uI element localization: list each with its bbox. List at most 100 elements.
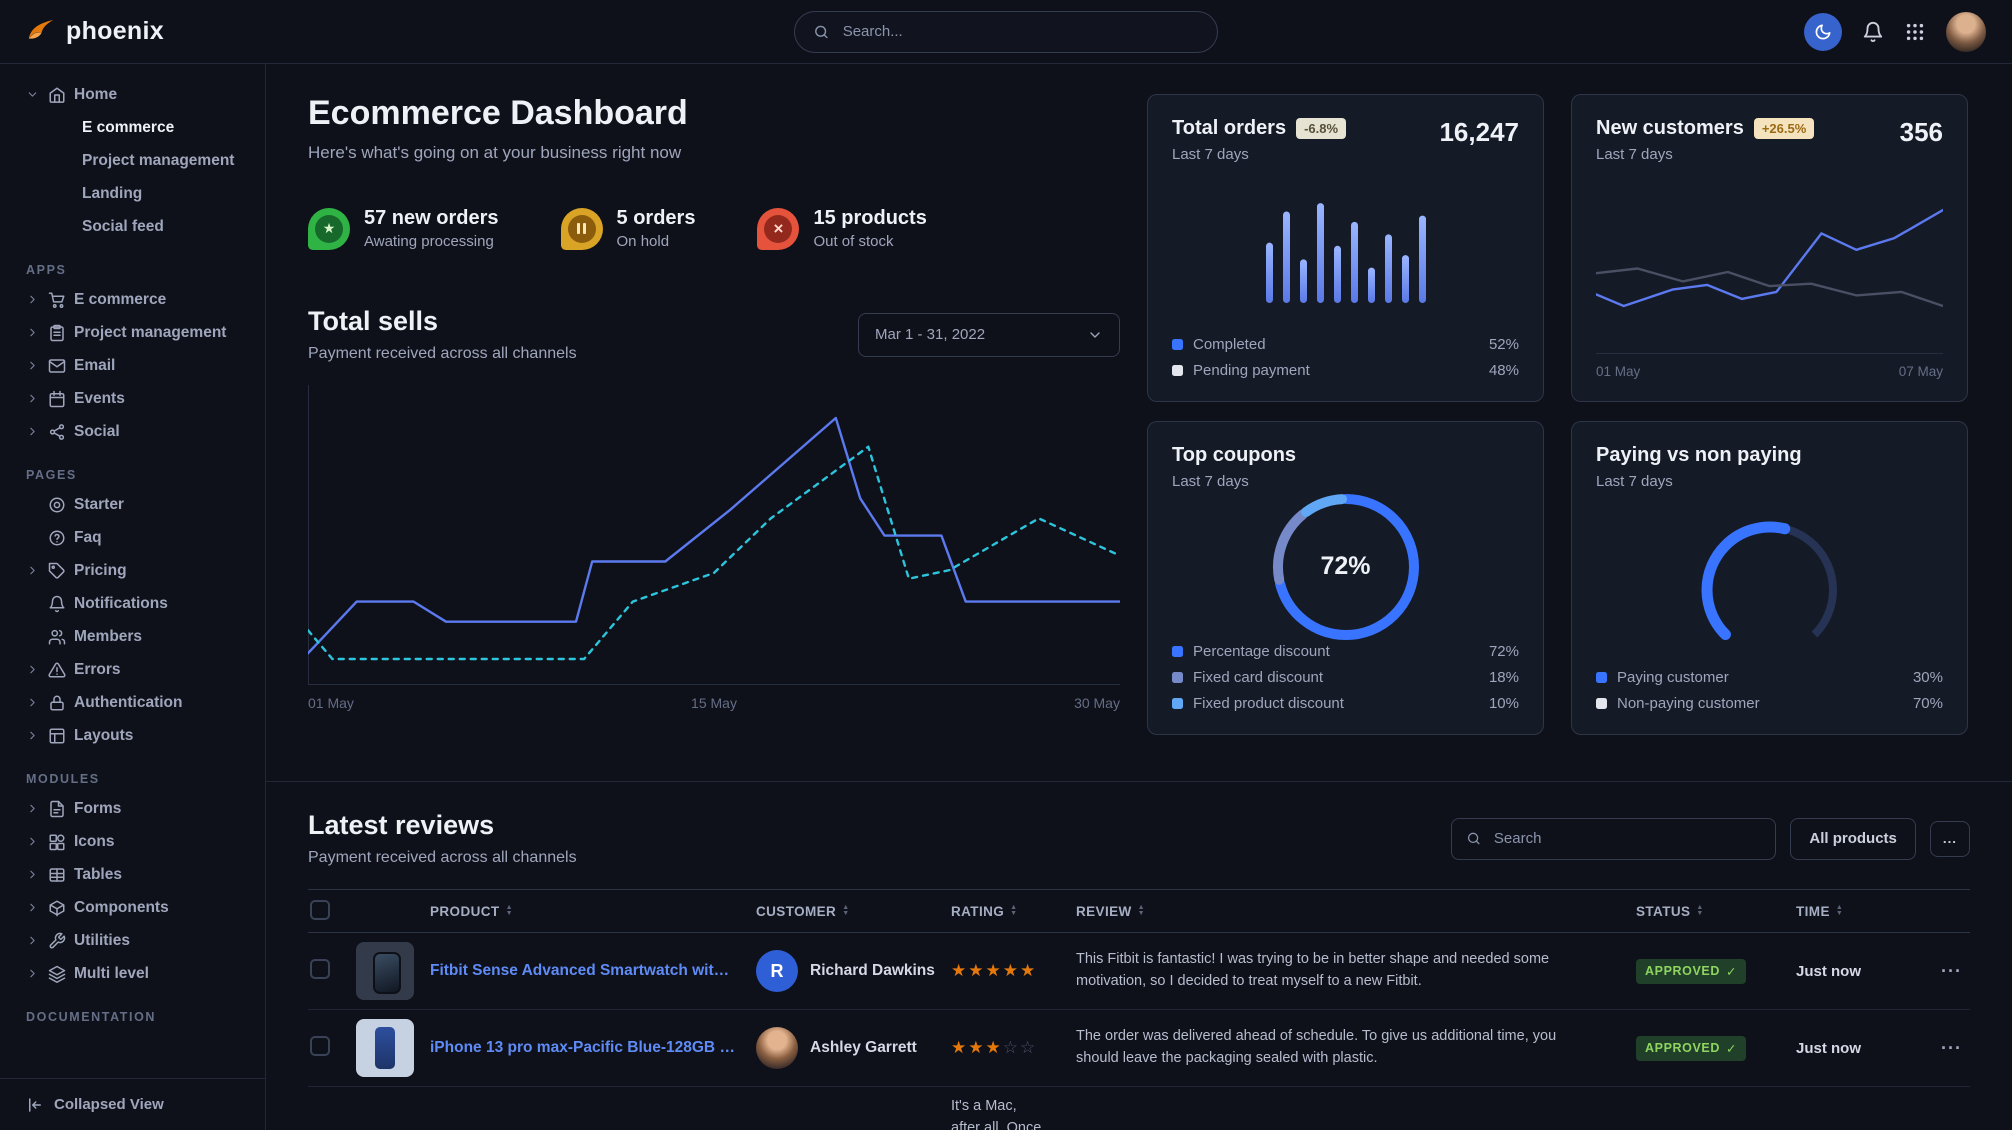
status-badge: APPROVED ✓ bbox=[1636, 1035, 1747, 1061]
sidebar-item-app-project-management[interactable]: Project management bbox=[0, 316, 265, 349]
table-row[interactable]: Fitbit Sense Advanced Smartwatch with To… bbox=[308, 933, 1970, 1010]
sidebar-item-layouts[interactable]: Layouts bbox=[0, 719, 265, 752]
notifications-button[interactable] bbox=[1862, 21, 1884, 43]
apps-menu-button[interactable] bbox=[1904, 21, 1926, 43]
sidebar-section-apps: APPS bbox=[26, 263, 67, 277]
chevron-right-icon bbox=[26, 564, 40, 577]
sidebar-item-icons[interactable]: Icons bbox=[0, 825, 265, 858]
chevron-right-icon bbox=[26, 696, 40, 709]
product-image-fitbit bbox=[356, 942, 414, 1000]
review-time: Just now bbox=[1796, 962, 1862, 980]
chevron-right-icon bbox=[26, 359, 40, 372]
new-customers-card: New customers +26.5% Last 7 days 356 01 … bbox=[1571, 94, 1968, 402]
column-header-status[interactable]: STATUS ▲ ▼ bbox=[1636, 903, 1704, 919]
table-row[interactable]: iPhone 13 pro max-Pacific Blue-128GB sto… bbox=[308, 1010, 1970, 1087]
sort-icon: ▲ ▼ bbox=[1137, 904, 1145, 917]
rating-stars: ★★★★★ bbox=[951, 961, 1038, 980]
row-checkbox[interactable] bbox=[310, 958, 330, 979]
latest-reviews-title: Latest reviews bbox=[308, 810, 495, 840]
users-icon bbox=[48, 628, 66, 646]
table-row[interactable]: It's a Mac, after all. Once you've gone … bbox=[308, 1087, 1970, 1130]
date-range-select[interactable]: Mar 1 - 31, 2022 bbox=[858, 312, 1120, 357]
reviews-search-input[interactable] bbox=[1491, 829, 1762, 848]
sidebar-item-pricing[interactable]: Pricing bbox=[0, 554, 265, 587]
paying-vs-nonpaying-card: Paying vs non paying Last 7 days Paying … bbox=[1571, 421, 1968, 735]
sidebar-item-project-management-dashboard[interactable]: Project management bbox=[82, 151, 235, 169]
sidebar-item-starter[interactable]: Starter bbox=[0, 488, 265, 521]
more-options-button[interactable]: ... bbox=[1929, 820, 1970, 857]
reviews-search bbox=[1451, 817, 1777, 860]
sidebar-item-landing[interactable]: Landing bbox=[82, 184, 143, 202]
brand-name: phoenix bbox=[66, 17, 164, 45]
row-actions-button[interactable]: ··· bbox=[1941, 960, 1962, 981]
table-header-row: PRODUCT ▲ ▼ CUSTOMER ▲ ▼ RATING ▲ ▼ REVIEW ▲ ▼ S… bbox=[308, 889, 1970, 933]
sidebar-item-members[interactable]: Members bbox=[0, 620, 265, 653]
theme-toggle-button[interactable] bbox=[1804, 12, 1842, 51]
sort-icon: ▲ ▼ bbox=[1835, 904, 1844, 917]
cart-icon bbox=[48, 291, 66, 309]
brand-block[interactable]: phoenix bbox=[26, 17, 164, 47]
sidebar-item-utilities[interactable]: Utilities bbox=[0, 924, 265, 957]
bell-icon bbox=[1862, 21, 1884, 43]
sidebar-item-forms[interactable]: Forms bbox=[0, 792, 265, 825]
column-header-customer[interactable]: CUSTOMER ▲ ▼ bbox=[756, 903, 850, 919]
sidebar-item-social-feed[interactable]: Social feed bbox=[82, 217, 164, 235]
total-sells-section: Total sells Payment received across all … bbox=[308, 306, 1120, 711]
sort-icon: ▲ ▼ bbox=[1010, 904, 1018, 917]
column-header-time[interactable]: TIME ▲ ▼ bbox=[1796, 903, 1844, 919]
target-icon bbox=[48, 496, 66, 514]
sidebar-item-tables[interactable]: Tables bbox=[0, 858, 265, 891]
user-avatar[interactable] bbox=[1946, 11, 1986, 52]
stat-orders-on-hold: 5 orders On hold bbox=[560, 207, 695, 250]
bell-icon bbox=[48, 595, 66, 613]
sidebar-item-social[interactable]: Social bbox=[0, 415, 265, 448]
phoenix-logo-icon bbox=[28, 19, 54, 39]
product-image-iphone bbox=[356, 1019, 414, 1077]
select-all-checkbox[interactable] bbox=[310, 899, 330, 920]
pause-icon bbox=[560, 207, 603, 250]
column-header-product[interactable]: PRODUCT ▲ ▼ bbox=[430, 903, 513, 919]
sidebar: Home E commerce Project management Landi… bbox=[0, 64, 266, 1130]
sort-icon: ▲ ▼ bbox=[842, 904, 850, 917]
sidebar-item-email[interactable]: Email bbox=[0, 349, 265, 382]
sidebar-item-notifications[interactable]: Notifications bbox=[0, 587, 265, 620]
sidebar-item-faq[interactable]: Faq bbox=[0, 521, 265, 554]
sidebar-item-multi-level[interactable]: Multi level bbox=[0, 957, 265, 990]
sidebar-item-app-ecommerce[interactable]: E commerce bbox=[0, 283, 265, 316]
customer-name: Richard Dawkins bbox=[810, 962, 935, 979]
collapse-view-toggle[interactable]: Collapsed View bbox=[0, 1078, 265, 1130]
column-header-review[interactable]: REVIEW ▲ ▼ bbox=[1076, 903, 1145, 919]
global-search bbox=[794, 10, 1218, 53]
global-search-input[interactable] bbox=[840, 22, 1199, 41]
review-text: It's a Mac, after all. Once you've gone … bbox=[951, 1098, 1042, 1130]
mail-icon bbox=[48, 357, 66, 375]
donut-center-value: 72% bbox=[1320, 552, 1371, 580]
sidebar-nav: Home E commerce Project management Landi… bbox=[0, 78, 265, 1078]
sidebar-item-errors[interactable]: Errors bbox=[0, 653, 265, 686]
page-subtitle: Here's what's going on at your business … bbox=[308, 143, 682, 162]
total-orders-bar-chart bbox=[1265, 202, 1426, 303]
sidebar-item-authentication[interactable]: Authentication bbox=[0, 686, 265, 719]
row-actions-button[interactable]: ··· bbox=[1941, 1037, 1962, 1058]
total-orders-value: 16,247 bbox=[1439, 117, 1519, 147]
sidebar-item-ecommerce-dashboard[interactable]: E commerce bbox=[82, 118, 175, 136]
layers-icon bbox=[48, 965, 66, 983]
total-sells-chart bbox=[308, 385, 1120, 685]
section-divider bbox=[266, 781, 2012, 782]
total-sells-title: Total sells bbox=[308, 306, 439, 336]
reviews-toolbar: All products ... bbox=[1451, 817, 1970, 860]
clipboard-icon bbox=[48, 324, 66, 342]
product-link[interactable]: iPhone 13 pro max-Pacific Blue-128GB sto… bbox=[430, 1039, 736, 1056]
product-link[interactable]: Fitbit Sense Advanced Smartwatch with To… bbox=[430, 962, 736, 979]
column-header-rating[interactable]: RATING ▲ ▼ bbox=[951, 903, 1018, 919]
box-icon bbox=[48, 899, 66, 917]
sidebar-item-components[interactable]: Components bbox=[0, 891, 265, 924]
sidebar-item-events[interactable]: Events bbox=[0, 382, 265, 415]
sidebar-item-home[interactable]: Home bbox=[0, 78, 265, 111]
row-checkbox[interactable] bbox=[310, 1035, 330, 1056]
home-icon bbox=[48, 86, 66, 104]
alert-triangle-icon bbox=[48, 661, 66, 679]
total-orders-card: Total orders -6.8% Last 7 days 16,247 Co… bbox=[1147, 94, 1544, 402]
all-products-button[interactable]: All products bbox=[1790, 817, 1916, 860]
paying-gauge-chart bbox=[1701, 521, 1838, 655]
